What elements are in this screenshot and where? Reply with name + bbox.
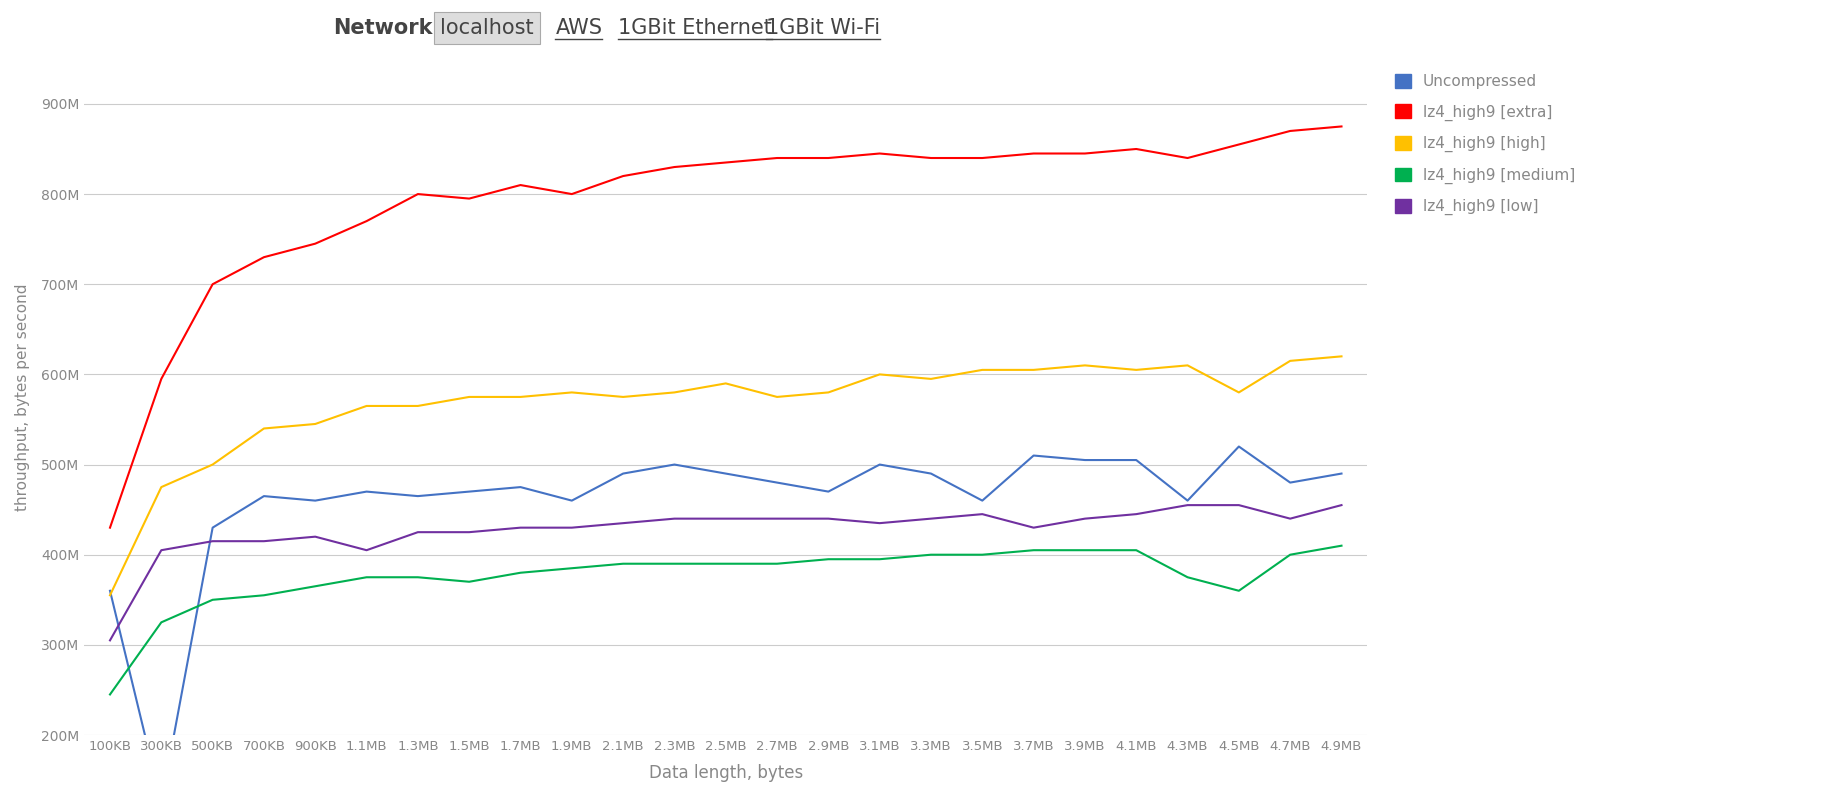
Text: AWS: AWS [555, 18, 603, 38]
Text: 1GBit Ethernet: 1GBit Ethernet [618, 18, 772, 38]
Text: Network:: Network: [333, 18, 441, 38]
Text: localhost: localhost [441, 18, 533, 38]
X-axis label: Data length, bytes: Data length, bytes [649, 764, 803, 782]
Text: 1GBit Wi-Fi: 1GBit Wi-Fi [766, 18, 880, 38]
Legend: Uncompressed, lz4_high9 [extra], lz4_high9 [high], lz4_high9 [medium], lz4_high9: Uncompressed, lz4_high9 [extra], lz4_hig… [1388, 66, 1583, 223]
Y-axis label: throughput, bytes per second: throughput, bytes per second [15, 283, 29, 511]
